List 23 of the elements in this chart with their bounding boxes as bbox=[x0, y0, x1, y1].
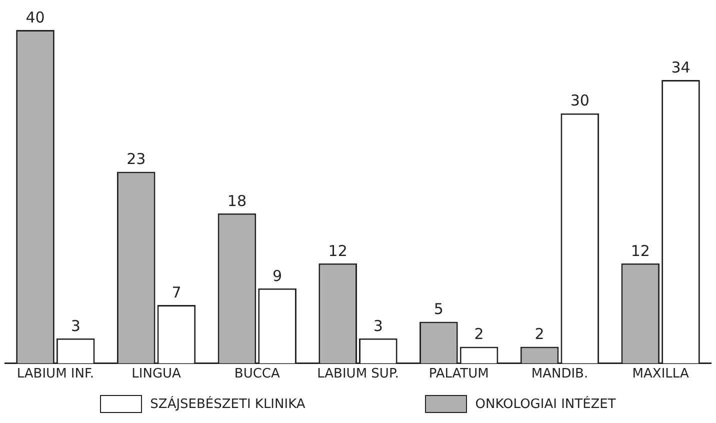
text: SZÁJSEBÉSZETI KLINIKA bbox=[150, 396, 306, 412]
data-label: 2 bbox=[474, 325, 484, 344]
data-label: 40 bbox=[26, 8, 45, 26]
legend-label: ONKOLOGIAI INTÉZET bbox=[475, 396, 616, 412]
data-label: 3 bbox=[373, 316, 383, 335]
data-label: 23 bbox=[126, 150, 146, 168]
x-tick-label: BUCCA bbox=[234, 366, 280, 382]
x-tick-label: LABIUM SUP. bbox=[317, 366, 399, 382]
x-tick-label: LABIUM INF. bbox=[16, 366, 94, 382]
data-label: 12 bbox=[328, 242, 348, 260]
data-label: 3 bbox=[70, 316, 80, 335]
data-label: 9 bbox=[272, 266, 282, 285]
data-label: 5 bbox=[434, 300, 444, 318]
x-tick-label: PALATUM bbox=[428, 366, 489, 382]
data-label: 18 bbox=[227, 192, 247, 210]
x-tick-label: LINGUA bbox=[132, 366, 182, 382]
x-tick-label: MAXILLA bbox=[632, 366, 689, 382]
x-tick-label: MANDIB. bbox=[531, 366, 588, 382]
data-label: 12 bbox=[630, 242, 650, 260]
data-label: 30 bbox=[570, 92, 590, 110]
data-label: 2 bbox=[534, 325, 544, 344]
data-label: 34 bbox=[671, 58, 690, 76]
data-label: 7 bbox=[172, 283, 182, 302]
